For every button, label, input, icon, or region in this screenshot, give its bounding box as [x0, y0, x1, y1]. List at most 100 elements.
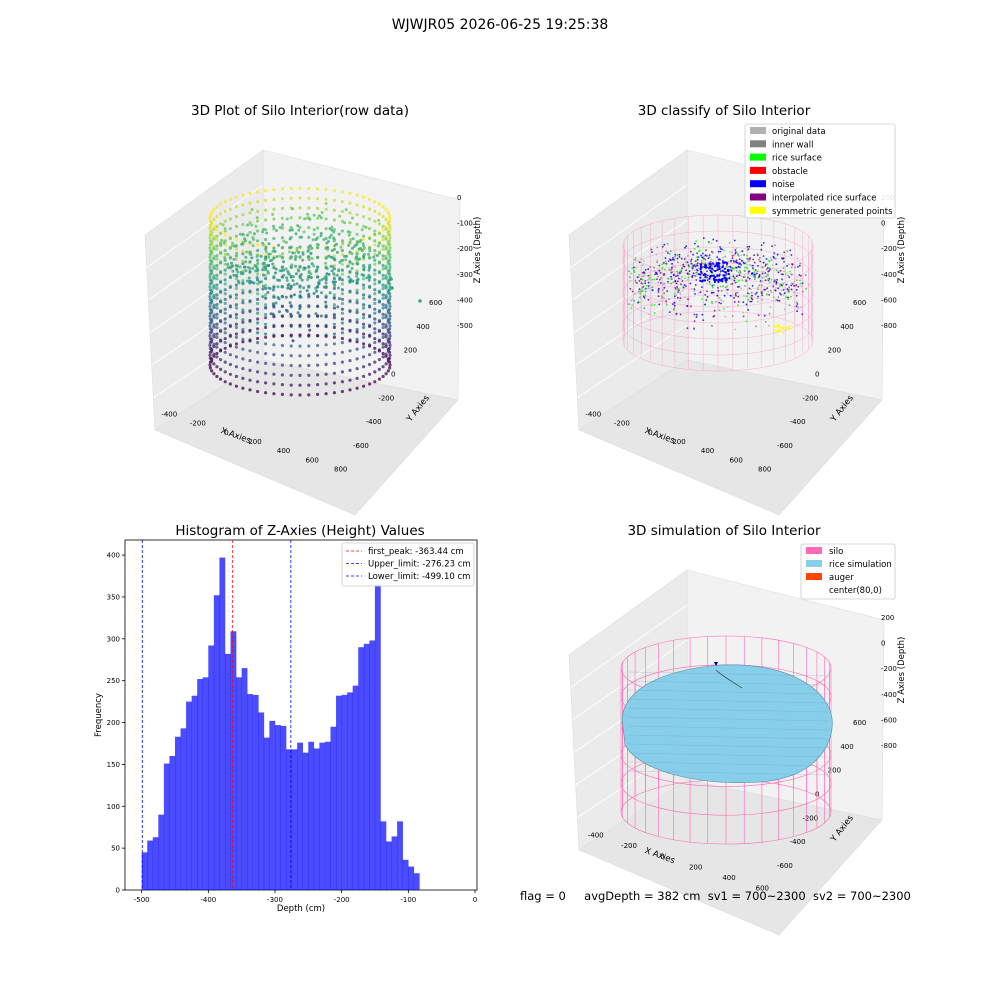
- p2-point: [701, 266, 704, 269]
- p1-point: [332, 218, 336, 222]
- p1-point: [337, 297, 341, 301]
- p1-point: [298, 313, 302, 317]
- p1-point: [377, 329, 381, 333]
- p2-point: [702, 279, 705, 282]
- p1-point: [291, 251, 295, 255]
- p2-point: [727, 269, 730, 271]
- p1-point: [314, 269, 318, 273]
- p2-point: [683, 265, 686, 268]
- p1-point: [298, 364, 302, 368]
- p1-point: [301, 252, 305, 256]
- p1-point: [233, 244, 237, 248]
- p2-point: [724, 261, 726, 263]
- p1-point: [288, 301, 292, 305]
- p1-point: [280, 314, 284, 318]
- p1-point: [298, 206, 302, 210]
- p1-point: [259, 280, 263, 284]
- p2-point: [742, 261, 745, 264]
- p1-point: [271, 262, 275, 266]
- p2-point: [736, 286, 739, 288]
- p1-point: [212, 293, 216, 298]
- p1-point: [212, 362, 216, 366]
- p2-point: [717, 265, 720, 268]
- p1-point: [228, 197, 232, 201]
- p1-point: [337, 268, 341, 272]
- p2-point: [695, 279, 698, 281]
- p2-point: [675, 312, 678, 315]
- p2-point: [797, 285, 800, 288]
- p1-point: [295, 246, 299, 250]
- p1-point: [324, 217, 328, 221]
- p2-point: [774, 326, 777, 329]
- p2-point: [726, 262, 728, 265]
- p2-point: [739, 271, 742, 273]
- p2-silo-ring: [622, 294, 814, 356]
- p1-point: [261, 241, 265, 245]
- p1-point: [381, 303, 385, 307]
- p1-point: [280, 285, 284, 289]
- p1-point: [332, 236, 336, 240]
- p2-point: [712, 263, 715, 265]
- p2-point: [677, 254, 679, 256]
- p2-point: [719, 268, 721, 271]
- p2-point: [775, 281, 778, 283]
- p1-y-tick-label: 200: [404, 347, 417, 355]
- hist-bar: [347, 692, 353, 890]
- p1-point: [346, 265, 349, 268]
- p2-point: [655, 271, 657, 274]
- p2-point: [642, 295, 645, 298]
- p2-point: [629, 280, 632, 282]
- p2-point: [655, 272, 658, 274]
- p1-point: [324, 313, 328, 318]
- p1-point: [228, 343, 232, 347]
- p1-point: [386, 359, 390, 363]
- p1-point: [280, 285, 284, 288]
- p1-point: [256, 209, 260, 213]
- p2-point: [703, 257, 706, 260]
- p2-point: [711, 302, 713, 305]
- p1-point: [324, 333, 328, 337]
- p2-point: [630, 299, 632, 302]
- p2-point: [704, 272, 706, 275]
- p2-point: [668, 268, 671, 271]
- p4-silo-ring: [620, 693, 832, 758]
- p1-point: [322, 238, 326, 241]
- p1-point: [262, 261, 266, 265]
- figure-title: WJWJR05 2026-06-25 19:25:38: [391, 17, 609, 33]
- p1-point: [272, 256, 276, 260]
- p1-point: [368, 343, 372, 347]
- p1-point: [272, 246, 276, 250]
- p1-point: [210, 298, 214, 303]
- p1-point: [316, 285, 320, 289]
- p2-point: [753, 261, 756, 264]
- p2-point: [775, 286, 777, 289]
- p1-point: [228, 372, 232, 376]
- p2-point: [774, 289, 777, 291]
- p1-point: [289, 312, 293, 316]
- p1-point: [381, 351, 385, 356]
- p2-point: [699, 267, 702, 270]
- p1-point: [277, 310, 281, 314]
- p1-point: [362, 283, 366, 287]
- p2-point: [744, 266, 746, 269]
- p2-point: [693, 313, 696, 316]
- p2-point: [683, 258, 686, 260]
- p1-point: [365, 276, 369, 280]
- p1-point: [264, 381, 268, 385]
- p1-point: [303, 266, 307, 270]
- p2-point: [713, 274, 716, 277]
- p2-point: [701, 266, 704, 268]
- p1-point: [256, 288, 260, 292]
- p2-point: [763, 288, 766, 291]
- p1-point: [355, 376, 359, 380]
- p2-point: [735, 294, 737, 297]
- p2-point: [641, 278, 644, 281]
- p2-x-tick-label: 600: [729, 456, 742, 464]
- p2-point: [753, 276, 755, 278]
- p1-point: [307, 294, 311, 298]
- p1-point: [384, 362, 388, 366]
- p1-point: [215, 355, 219, 359]
- p1-point: [368, 305, 372, 309]
- p1-point: [248, 388, 252, 392]
